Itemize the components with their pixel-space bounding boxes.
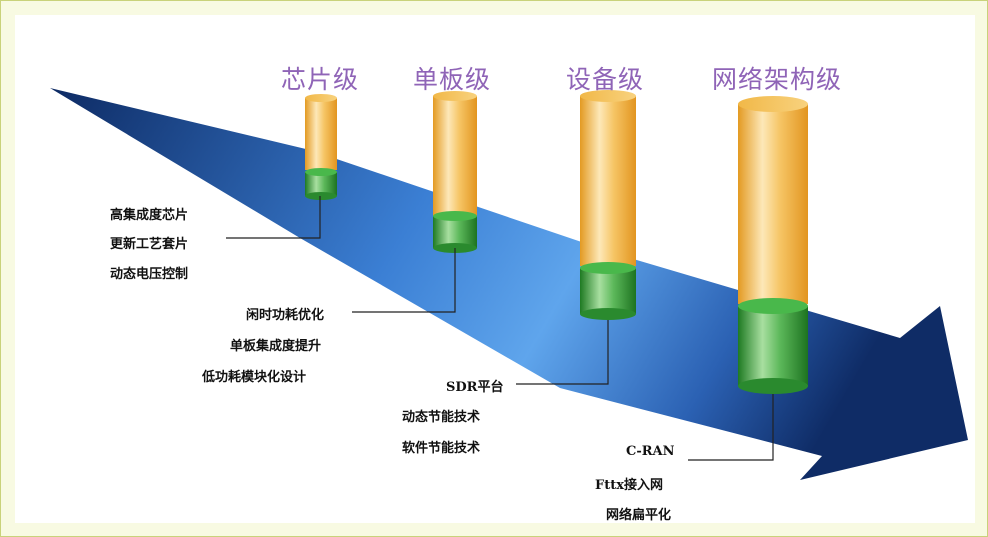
- note-board-3: 低功耗模块化设计: [202, 370, 307, 385]
- note-device-3: 软件节能技术: [402, 441, 481, 456]
- stage-label-device: 设备级: [566, 65, 645, 94]
- cylinder-network-level: [738, 96, 808, 394]
- cylinder-device-level: [580, 90, 636, 320]
- note-chip-1: 高集成度芯片: [110, 208, 189, 223]
- note-board-1: 闲时功耗优化: [246, 308, 325, 323]
- note-board-2: 单板集成度提升: [230, 339, 322, 354]
- note-chip-2: 更新工艺套片: [110, 237, 189, 252]
- connector-network: [688, 394, 774, 461]
- note-network-3: 网络扁平化: [606, 508, 672, 523]
- note-device-2: 动态节能技术: [402, 410, 481, 425]
- cylinder-board-level: [433, 91, 477, 253]
- note-network-2: Fttx接入网: [595, 478, 663, 493]
- note-device-1: SDR平台: [446, 380, 504, 395]
- trend-arrow: [50, 88, 968, 480]
- cylinder-chip-level: [305, 94, 337, 200]
- note-chip-3: 动态电压控制: [110, 267, 189, 282]
- note-network-1: C-RAN: [626, 444, 675, 459]
- connector-chip: [226, 196, 321, 239]
- stage-label-board: 单板级: [413, 65, 492, 94]
- connector-device: [516, 320, 609, 385]
- stage-label-network: 网络架构级: [712, 65, 843, 94]
- connector-board: [352, 248, 456, 313]
- stage-label-chip: 芯片级: [281, 65, 360, 94]
